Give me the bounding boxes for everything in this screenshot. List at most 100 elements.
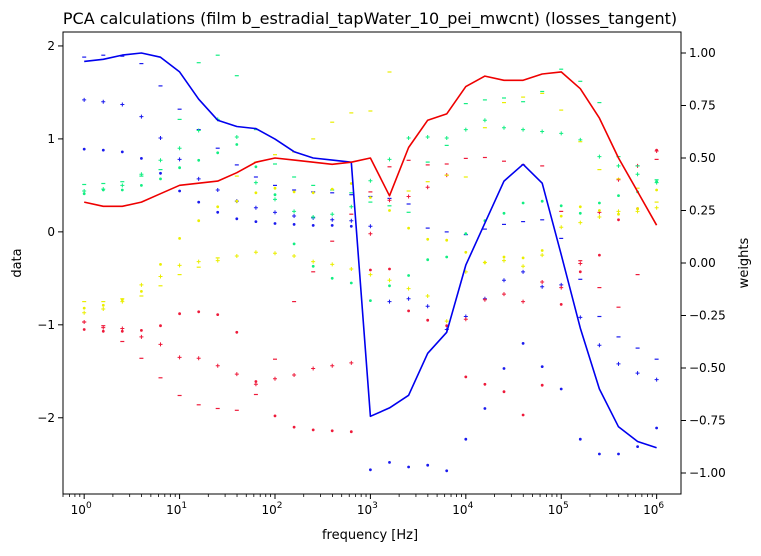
x-tick-label: 106	[643, 501, 664, 517]
scatter-point	[254, 165, 258, 169]
scatter-point	[177, 157, 182, 162]
scatter-point	[120, 183, 125, 188]
scatter-point	[197, 158, 201, 162]
scatter-point	[216, 151, 220, 155]
scatter-point	[292, 190, 296, 194]
scatter-point	[140, 184, 143, 187]
scatter-point	[196, 128, 201, 133]
scatter-point	[501, 258, 506, 263]
y-right-tick-label: −0.50	[689, 361, 726, 375]
scatter-point	[521, 413, 525, 417]
scatter-point	[597, 214, 602, 219]
scatter-point	[196, 259, 201, 264]
scatter-point	[578, 220, 583, 225]
scatter-point	[654, 205, 659, 210]
scatter-point	[540, 249, 544, 252]
scatter-point	[578, 315, 583, 320]
scatter-point	[635, 209, 640, 214]
y-axis-right: 1.00 0.75 0.50 0.25 0.00 −0.25 −0.50 −0.75 −1.00	[681, 46, 726, 480]
scatter-point	[101, 307, 106, 312]
scatter-point	[502, 367, 506, 370]
scatter-point	[292, 254, 297, 259]
scatter-point	[388, 284, 391, 288]
scatter-series-7	[82, 117, 659, 219]
scatter-point	[388, 209, 391, 212]
scatter-point	[445, 255, 449, 259]
scatter-point	[349, 182, 353, 185]
scatter-point	[235, 217, 239, 221]
scatter-point	[349, 218, 354, 223]
scatter-point	[292, 242, 296, 246]
scatter-point	[177, 263, 182, 268]
scatter-point	[407, 309, 410, 313]
scatter-point	[349, 281, 353, 285]
scatter-point	[502, 390, 506, 394]
scatter-point	[559, 131, 564, 136]
series-line-0	[84, 52, 657, 449]
y-right-tick-label: 0.50	[689, 151, 716, 165]
scatter-point	[273, 222, 277, 225]
scatter-point	[559, 214, 563, 218]
chart-title: PCA calculations (film b_estradial_tapWa…	[63, 9, 677, 29]
scatter-point	[426, 318, 430, 322]
scatter-point	[540, 383, 544, 387]
x-tick-label: 103	[357, 501, 378, 517]
scatter-point	[292, 425, 296, 429]
scatter-point	[387, 198, 392, 203]
scatter-point	[120, 150, 124, 154]
scatter-point	[502, 211, 506, 215]
x-tick-label: 100	[71, 501, 92, 517]
scatter-point	[82, 310, 87, 315]
scatter-point	[617, 194, 620, 198]
scatter-point	[463, 127, 468, 132]
scatter-point	[254, 191, 258, 195]
scatter-point	[178, 189, 182, 193]
scatter-point	[311, 428, 315, 432]
scatter-point	[349, 204, 354, 209]
scatter-point	[482, 260, 487, 265]
scatter-series-10	[82, 205, 659, 324]
scatter-point	[426, 237, 430, 241]
scatter-point	[426, 258, 430, 262]
scatter-point	[349, 430, 353, 434]
x-axis-label: frequency [Hz]	[322, 528, 418, 543]
x-tick-label: 102	[261, 501, 282, 517]
scatter-point	[158, 135, 163, 140]
scatter-point	[253, 382, 258, 387]
y-right-tick-label: 0.00	[689, 256, 716, 270]
scatter-point	[483, 407, 487, 410]
y-left-tick-label: −1	[37, 318, 55, 332]
scatter-series-4	[82, 148, 659, 387]
scatter-point	[425, 294, 430, 298]
scatter-point	[82, 192, 86, 196]
scatter-point	[196, 356, 201, 361]
scatter-point	[636, 207, 639, 211]
scatter-point	[311, 214, 316, 219]
y-right-tick-label: 0.75	[689, 99, 716, 113]
scatter-point	[158, 158, 163, 163]
scatter-point	[253, 180, 258, 185]
scatter-point	[617, 452, 620, 456]
scatter-point	[521, 256, 525, 260]
scatter-point	[598, 452, 601, 456]
scatter-point	[234, 135, 239, 140]
y-right-tick-label: −0.75	[689, 414, 726, 428]
y-axis-label-left: data	[10, 248, 25, 277]
scatter-point	[159, 171, 162, 175]
scatter-point	[234, 254, 239, 259]
x-tick-label: 101	[166, 501, 187, 517]
scatter-point	[82, 188, 87, 193]
scatter-point	[368, 272, 373, 277]
scatter-point	[139, 282, 144, 287]
scatter-point	[159, 263, 162, 266]
scatter-point	[540, 280, 545, 285]
scatter-point	[502, 255, 506, 259]
scatter-point	[540, 129, 545, 134]
scatter-point	[197, 200, 201, 204]
scatter-point	[272, 251, 277, 256]
scatter-point	[521, 127, 526, 132]
scatter-point	[215, 363, 220, 368]
scatter-point	[178, 237, 182, 240]
scatter-point	[197, 219, 201, 223]
